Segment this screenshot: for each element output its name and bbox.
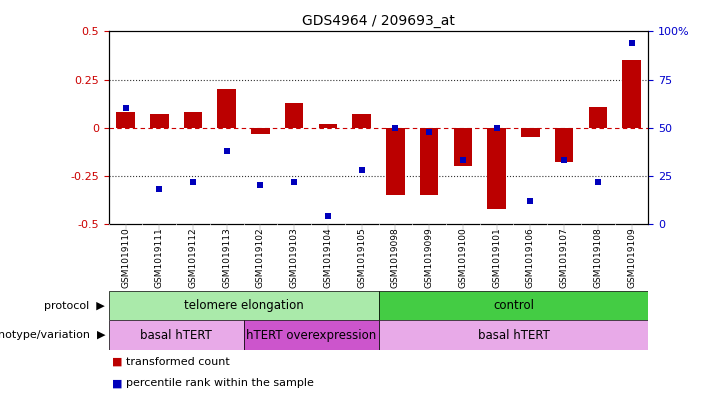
Bar — [251, 128, 270, 134]
Point — [390, 125, 401, 131]
Text: basal hTERT: basal hTERT — [477, 329, 550, 342]
Point — [289, 178, 300, 185]
Text: GSM1019113: GSM1019113 — [222, 227, 231, 288]
Bar — [386, 128, 404, 195]
Text: GSM1019108: GSM1019108 — [593, 227, 602, 288]
Text: protocol  ▶: protocol ▶ — [44, 301, 105, 310]
Point — [322, 213, 334, 219]
Text: GSM1019105: GSM1019105 — [358, 227, 366, 288]
Bar — [353, 114, 371, 128]
Bar — [217, 89, 236, 128]
Point — [457, 157, 468, 163]
Text: GSM1019101: GSM1019101 — [492, 227, 501, 288]
Text: GSM1019099: GSM1019099 — [425, 227, 434, 288]
Text: telomere elongation: telomere elongation — [184, 299, 304, 312]
Text: GSM1019110: GSM1019110 — [121, 227, 130, 288]
Point — [120, 105, 131, 112]
Bar — [285, 103, 304, 128]
Bar — [589, 107, 607, 128]
Bar — [420, 128, 438, 195]
Text: genotype/variation  ▶: genotype/variation ▶ — [0, 330, 105, 340]
Point — [559, 157, 570, 163]
Bar — [116, 112, 135, 128]
Text: percentile rank within the sample: percentile rank within the sample — [126, 378, 314, 388]
Text: ■: ■ — [112, 356, 123, 367]
Bar — [622, 60, 641, 128]
Text: GSM1019098: GSM1019098 — [391, 227, 400, 288]
Bar — [379, 320, 648, 350]
Point — [423, 129, 435, 135]
Text: GSM1019106: GSM1019106 — [526, 227, 535, 288]
Bar — [454, 128, 472, 166]
Point — [187, 178, 198, 185]
Text: GSM1019109: GSM1019109 — [627, 227, 636, 288]
Bar — [319, 124, 337, 128]
Bar — [487, 128, 506, 209]
Point — [525, 198, 536, 204]
Point — [221, 148, 232, 154]
Bar — [521, 128, 540, 137]
Point — [255, 182, 266, 189]
Text: basal hTERT: basal hTERT — [140, 329, 212, 342]
Text: control: control — [493, 299, 534, 312]
Bar — [150, 114, 168, 128]
Point — [491, 125, 502, 131]
Text: GSM1019111: GSM1019111 — [155, 227, 164, 288]
Text: GSM1019102: GSM1019102 — [256, 227, 265, 288]
Bar — [554, 128, 573, 162]
Bar — [109, 320, 244, 350]
Bar — [109, 291, 379, 320]
Bar — [244, 320, 379, 350]
Text: GSM1019104: GSM1019104 — [323, 227, 332, 288]
Text: GSM1019103: GSM1019103 — [290, 227, 299, 288]
Text: transformed count: transformed count — [126, 356, 230, 367]
Title: GDS4964 / 209693_at: GDS4964 / 209693_at — [302, 14, 455, 28]
Bar — [184, 112, 203, 128]
Text: hTERT overexpression: hTERT overexpression — [246, 329, 376, 342]
Point — [154, 186, 165, 193]
Point — [626, 40, 637, 46]
Text: GSM1019100: GSM1019100 — [458, 227, 468, 288]
Point — [592, 178, 604, 185]
Point — [356, 167, 367, 173]
Text: GSM1019112: GSM1019112 — [189, 227, 198, 288]
Bar — [379, 291, 648, 320]
Text: GSM1019107: GSM1019107 — [559, 227, 569, 288]
Text: ■: ■ — [112, 378, 123, 388]
